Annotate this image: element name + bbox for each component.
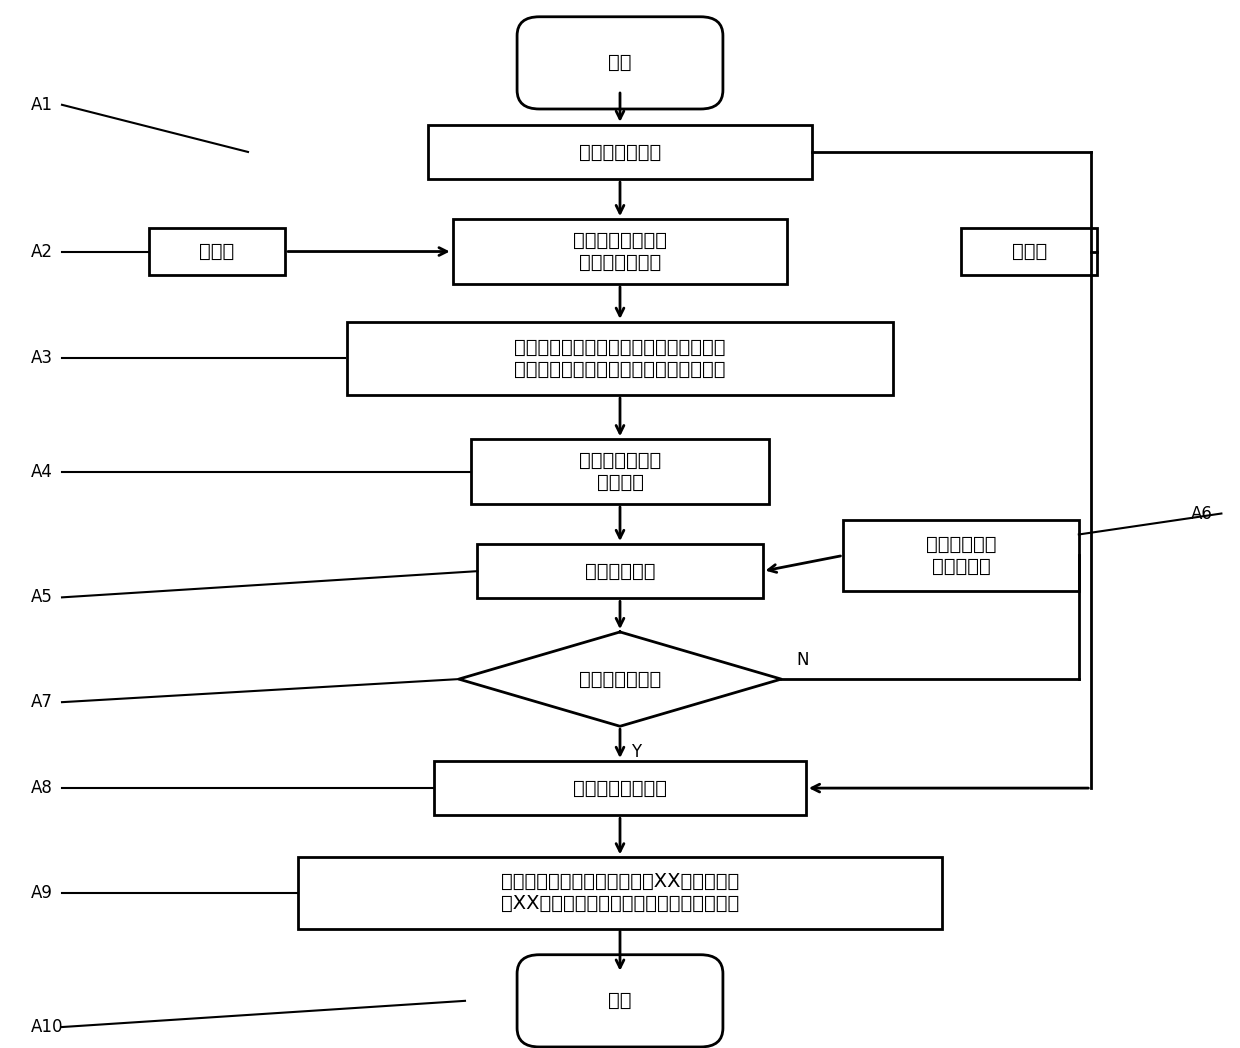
Text: A3: A3 (31, 349, 53, 368)
Bar (428, 125, 812, 179)
Bar (843, 520, 1079, 591)
Bar (471, 439, 769, 504)
Text: 确定神经网络的
训练步数: 确定神经网络的 训练步数 (579, 451, 661, 493)
Text: 数据收集并处理: 数据收集并处理 (579, 143, 661, 161)
Text: 测试集: 测试集 (1012, 242, 1047, 261)
Bar (961, 228, 1097, 275)
Text: 设置深度神经网络
的节点数及层数: 设置深度神经网络 的节点数及层数 (573, 231, 667, 272)
Text: 满足结束条件？: 满足结束条件？ (579, 670, 661, 689)
Bar (149, 228, 285, 275)
Text: 训练神经网络: 训练神经网络 (585, 562, 655, 581)
Text: A9: A9 (31, 883, 53, 902)
Text: Y: Y (631, 743, 641, 761)
Text: 诊断结果输出（输出形式为：XX故障被诊断
为XX故障，可以以混滞矩阵的形式来表示）: 诊断结果输出（输出形式为：XX故障被诊断 为XX故障，可以以混滞矩阵的形式来表示… (501, 872, 739, 914)
Bar (298, 857, 942, 929)
Text: 结束: 结束 (609, 991, 631, 1010)
Text: A2: A2 (31, 242, 53, 261)
Text: A6: A6 (1190, 504, 1213, 523)
Text: 训练好的神经网络: 训练好的神经网络 (573, 779, 667, 798)
Text: A4: A4 (31, 462, 53, 481)
Text: 开始: 开始 (609, 53, 631, 72)
Text: A5: A5 (31, 588, 53, 607)
Text: A10: A10 (31, 1018, 63, 1036)
Text: 根据神经网络的结构及激活函数、损失函
数、权値阈値等来建立深度神经网络模型: 根据神经网络的结构及激活函数、损失函 数、权値阈値等来建立深度神经网络模型 (515, 337, 725, 379)
Text: 训练集: 训练集 (200, 242, 234, 261)
Bar (347, 322, 893, 395)
Bar (434, 761, 806, 815)
Bar (453, 219, 787, 284)
Polygon shape (459, 632, 781, 726)
Text: A1: A1 (31, 95, 53, 114)
Text: A7: A7 (31, 693, 53, 712)
Text: A8: A8 (31, 779, 53, 798)
Text: N: N (796, 651, 808, 669)
Bar (477, 544, 763, 598)
Text: 模拟退火算法
优化学习率: 模拟退火算法 优化学习率 (926, 534, 996, 576)
FancyBboxPatch shape (517, 17, 723, 109)
FancyBboxPatch shape (517, 955, 723, 1047)
